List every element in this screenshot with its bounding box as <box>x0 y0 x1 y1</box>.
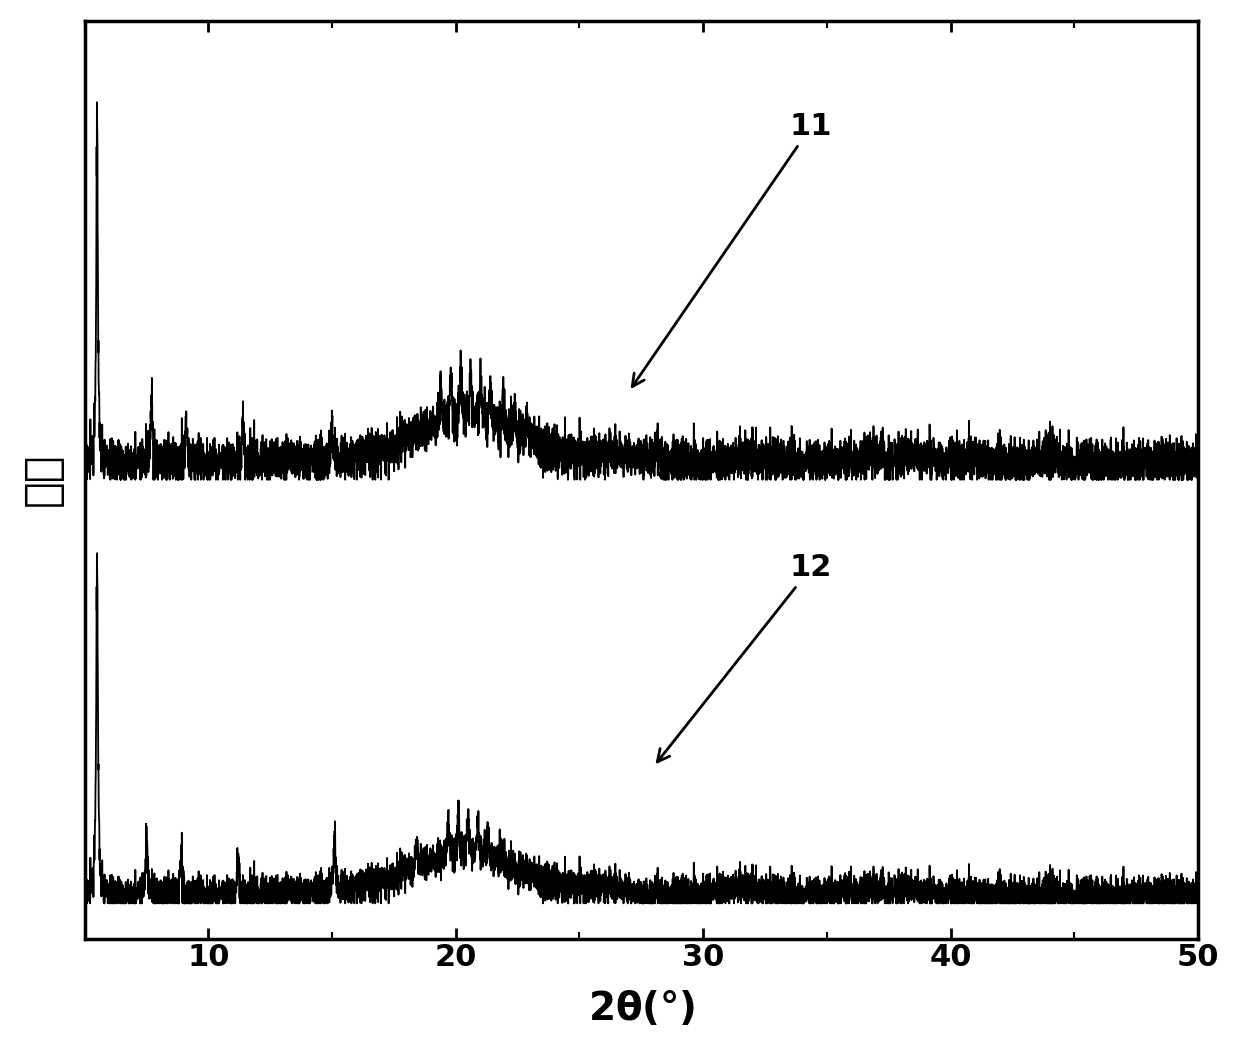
Text: 12: 12 <box>657 554 832 762</box>
Text: 11: 11 <box>632 112 832 387</box>
Y-axis label: 强度: 强度 <box>21 453 63 507</box>
X-axis label: $\mathbf{2\theta}$$\mathbf{(°)}$: $\mathbf{2\theta}$$\mathbf{(°)}$ <box>588 989 696 1028</box>
